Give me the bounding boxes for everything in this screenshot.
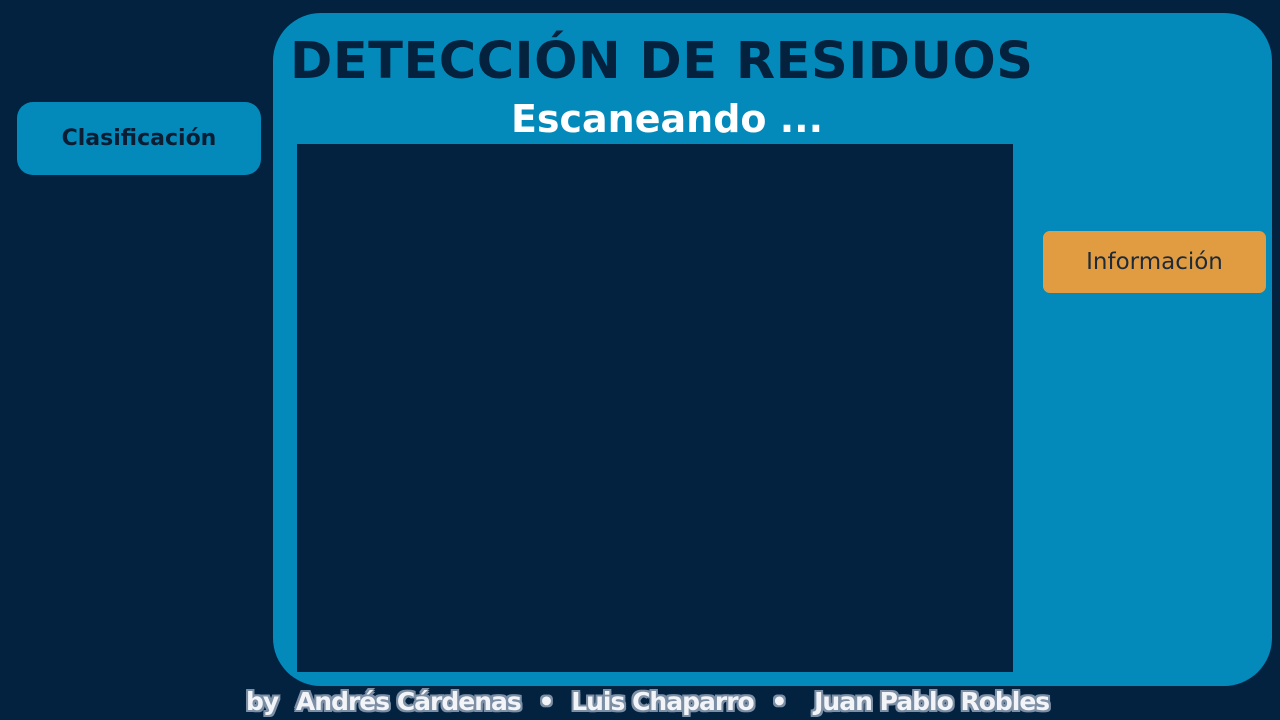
- scan-status: Escaneando ...: [510, 97, 824, 141]
- credits-author: Luis Chaparro: [571, 687, 754, 716]
- credits-author: Andrés Cárdenas: [295, 687, 522, 716]
- credits-prefix: by: [246, 687, 279, 716]
- camera-feed: [297, 144, 1013, 672]
- information-button[interactable]: Información: [1043, 231, 1266, 293]
- credits-separator: •: [538, 687, 555, 716]
- credits-author: Juan Pablo Robles: [814, 687, 1050, 716]
- page-title: DETECCIÓN DE RESIDUOS: [290, 32, 1034, 91]
- credits-footer: by Andrés Cárdenas • Luis Chaparro • Jua…: [246, 684, 1050, 720]
- classification-button[interactable]: Clasificación: [17, 102, 261, 175]
- credits-separator: •: [771, 687, 787, 716]
